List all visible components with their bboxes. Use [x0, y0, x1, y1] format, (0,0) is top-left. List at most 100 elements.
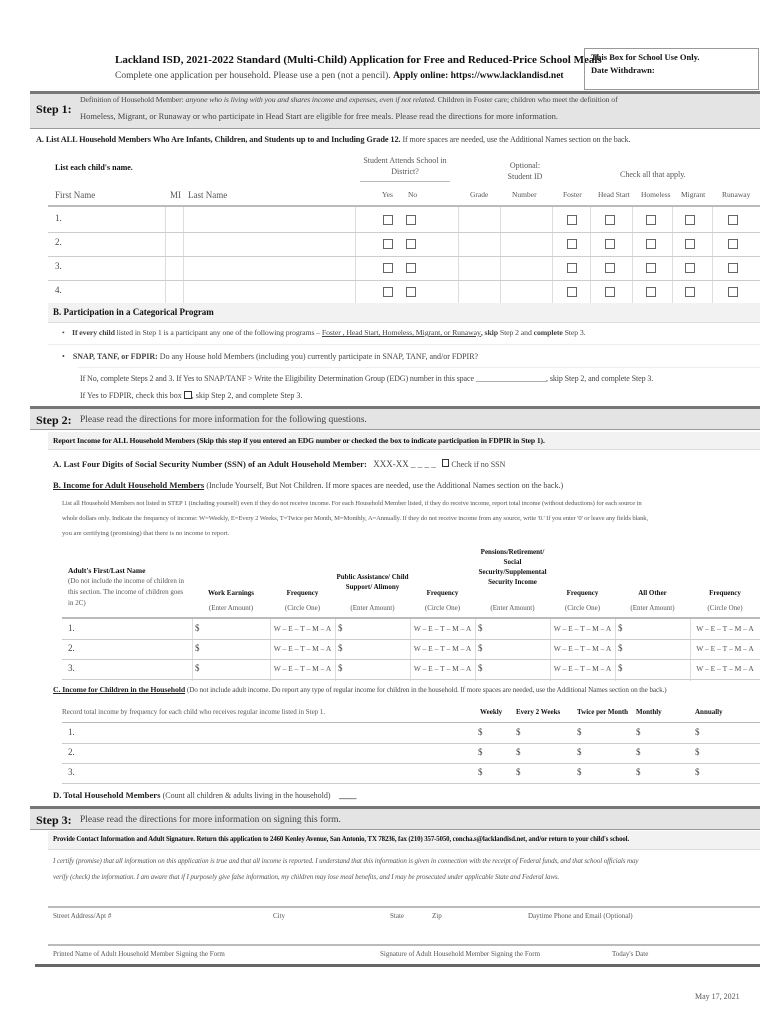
- amount-input[interactable]: $: [195, 663, 200, 673]
- b1-programs: Foster , Head Start, Homeless, Migrant, …: [321, 328, 481, 337]
- head-start-checkbox[interactable]: [605, 215, 615, 225]
- header-divider: [48, 205, 760, 207]
- fdpir-rest: , skip Step 2, and complete Step 3.: [191, 391, 303, 400]
- b1-text: listed in Step 1 is a participant any on…: [116, 328, 321, 337]
- yes-checkbox[interactable]: [383, 287, 393, 297]
- migrant-checkbox[interactable]: [685, 239, 695, 249]
- child-amount-input[interactable]: $: [478, 767, 483, 777]
- frequency-selector[interactable]: W – E – T – M – A: [273, 644, 332, 653]
- provide-band: [48, 831, 760, 850]
- ssn-input[interactable]: XXX-XX _ _ _ _: [373, 459, 436, 469]
- runaway-checkbox[interactable]: [728, 287, 738, 297]
- certify-line1: I certify (promise) that all information…: [53, 857, 639, 865]
- amount-input[interactable]: $: [478, 643, 483, 653]
- b-title: B. Income for Adult Household Members: [53, 480, 205, 490]
- migrant-checkbox[interactable]: [685, 263, 695, 273]
- column-divider: [475, 619, 476, 681]
- amount-input[interactable]: $: [478, 623, 483, 633]
- state-field[interactable]: State: [390, 912, 404, 920]
- child-amount-input[interactable]: $: [516, 747, 521, 757]
- frequency-selector[interactable]: W – E – T – M – A: [413, 664, 472, 673]
- total-members-input[interactable]: ____: [339, 790, 357, 800]
- child-amount-input[interactable]: $: [516, 767, 521, 777]
- step1-definition: Definition of Household Member: anyone w…: [80, 95, 760, 105]
- apply-online-link[interactable]: Apply online: https://www.lacklandisd.ne…: [393, 71, 564, 81]
- homeless-checkbox[interactable]: [646, 215, 656, 225]
- child-amount-input[interactable]: $: [695, 727, 700, 737]
- child-amount-input[interactable]: $: [577, 747, 582, 757]
- phone-email-field[interactable]: Daytime Phone and Email (Optional): [528, 912, 633, 920]
- fdpir-checkbox[interactable]: [183, 391, 192, 399]
- runaway-checkbox[interactable]: [728, 215, 738, 225]
- child-amount-input[interactable]: $: [478, 747, 483, 757]
- amount-input[interactable]: $: [618, 623, 623, 633]
- no-checkbox[interactable]: [406, 287, 416, 297]
- edg-instructions: If No, complete Steps 2 and 3. If Yes to…: [80, 374, 654, 383]
- amount-input[interactable]: $: [338, 623, 343, 633]
- school-box-line1: This Box for School Use Only.: [591, 52, 700, 62]
- foster-checkbox[interactable]: [567, 287, 577, 297]
- homeless-checkbox[interactable]: [646, 239, 656, 249]
- migrant-checkbox[interactable]: [685, 287, 695, 297]
- attends-label: Student Attends School in District?: [363, 156, 447, 176]
- migrant-checkbox[interactable]: [685, 215, 695, 225]
- income-col-title: Frequency: [566, 589, 599, 597]
- child-amount-input[interactable]: $: [577, 767, 582, 777]
- child-amount-input[interactable]: $: [695, 747, 700, 757]
- amount-input[interactable]: $: [338, 663, 343, 673]
- yes-checkbox[interactable]: [383, 263, 393, 273]
- frequency-selector[interactable]: W – E – T – M – A: [273, 624, 332, 633]
- homeless-checkbox[interactable]: [646, 263, 656, 273]
- no-checkbox[interactable]: [406, 263, 416, 273]
- child-name-input[interactable]: [80, 258, 360, 278]
- child-name-input[interactable]: [80, 210, 360, 230]
- child-amount-input[interactable]: $: [636, 727, 641, 737]
- frequency-selector[interactable]: W – E – T – M – A: [553, 664, 612, 673]
- child-amount-input[interactable]: $: [478, 727, 483, 737]
- frequency-selector[interactable]: W – E – T – M – A: [696, 644, 754, 653]
- yes-checkbox[interactable]: [383, 239, 393, 249]
- runaway-checkbox[interactable]: [728, 239, 738, 249]
- child-amount-input[interactable]: $: [516, 727, 521, 737]
- frequency-selector[interactable]: W – E – T – M – A: [553, 644, 612, 653]
- amount-input[interactable]: $: [478, 663, 483, 673]
- printed-name-field[interactable]: Printed Name of Adult Household Member S…: [53, 950, 225, 958]
- amount-input[interactable]: $: [618, 663, 623, 673]
- frequency-selector[interactable]: W – E – T – M – A: [413, 624, 472, 633]
- frequency-selector[interactable]: W – E – T – M – A: [413, 644, 472, 653]
- frequency-selector[interactable]: W – E – T – M – A: [696, 624, 754, 633]
- head-start-checkbox[interactable]: [605, 239, 615, 249]
- runaway-checkbox[interactable]: [728, 263, 738, 273]
- homeless-checkbox[interactable]: [646, 287, 656, 297]
- signature-field[interactable]: Signature of Adult Household Member Sign…: [380, 950, 541, 958]
- amount-input[interactable]: $: [618, 643, 623, 653]
- child-amount-input[interactable]: $: [695, 767, 700, 777]
- amount-input[interactable]: $: [338, 643, 343, 653]
- city-field[interactable]: City: [273, 912, 286, 920]
- amount-input[interactable]: $: [195, 623, 200, 633]
- amount-input[interactable]: $: [195, 643, 200, 653]
- child-amount-input[interactable]: $: [636, 767, 641, 777]
- foster-checkbox[interactable]: [567, 215, 577, 225]
- head-start-checkbox[interactable]: [605, 287, 615, 297]
- child-name-input[interactable]: [80, 282, 360, 302]
- frequency-selector[interactable]: W – E – T – M – A: [553, 624, 612, 633]
- foster-checkbox[interactable]: [567, 239, 577, 249]
- zip-field[interactable]: Zip: [432, 912, 442, 920]
- yes-checkbox[interactable]: [383, 215, 393, 225]
- child-amount-input[interactable]: $: [636, 747, 641, 757]
- ssn-label: A. Last Four Digits of Social Security N…: [53, 459, 367, 469]
- no-ssn-checkbox[interactable]: [442, 459, 450, 467]
- frequency-selector[interactable]: W – E – T – M – A: [273, 664, 332, 673]
- street-field[interactable]: Street Address/Apt #: [53, 912, 112, 920]
- child-amount-input[interactable]: $: [577, 727, 582, 737]
- todays-date-field[interactable]: Today's Date: [612, 950, 649, 958]
- head-start-checkbox[interactable]: [605, 263, 615, 273]
- report-band: [48, 432, 760, 450]
- no-checkbox[interactable]: [406, 215, 416, 225]
- no-checkbox[interactable]: [406, 239, 416, 249]
- child-name-input[interactable]: [80, 234, 360, 254]
- frequency-selector[interactable]: W – E – T – M – A: [696, 664, 754, 673]
- foster-checkbox[interactable]: [567, 263, 577, 273]
- adult-row-number: 2.: [68, 643, 75, 653]
